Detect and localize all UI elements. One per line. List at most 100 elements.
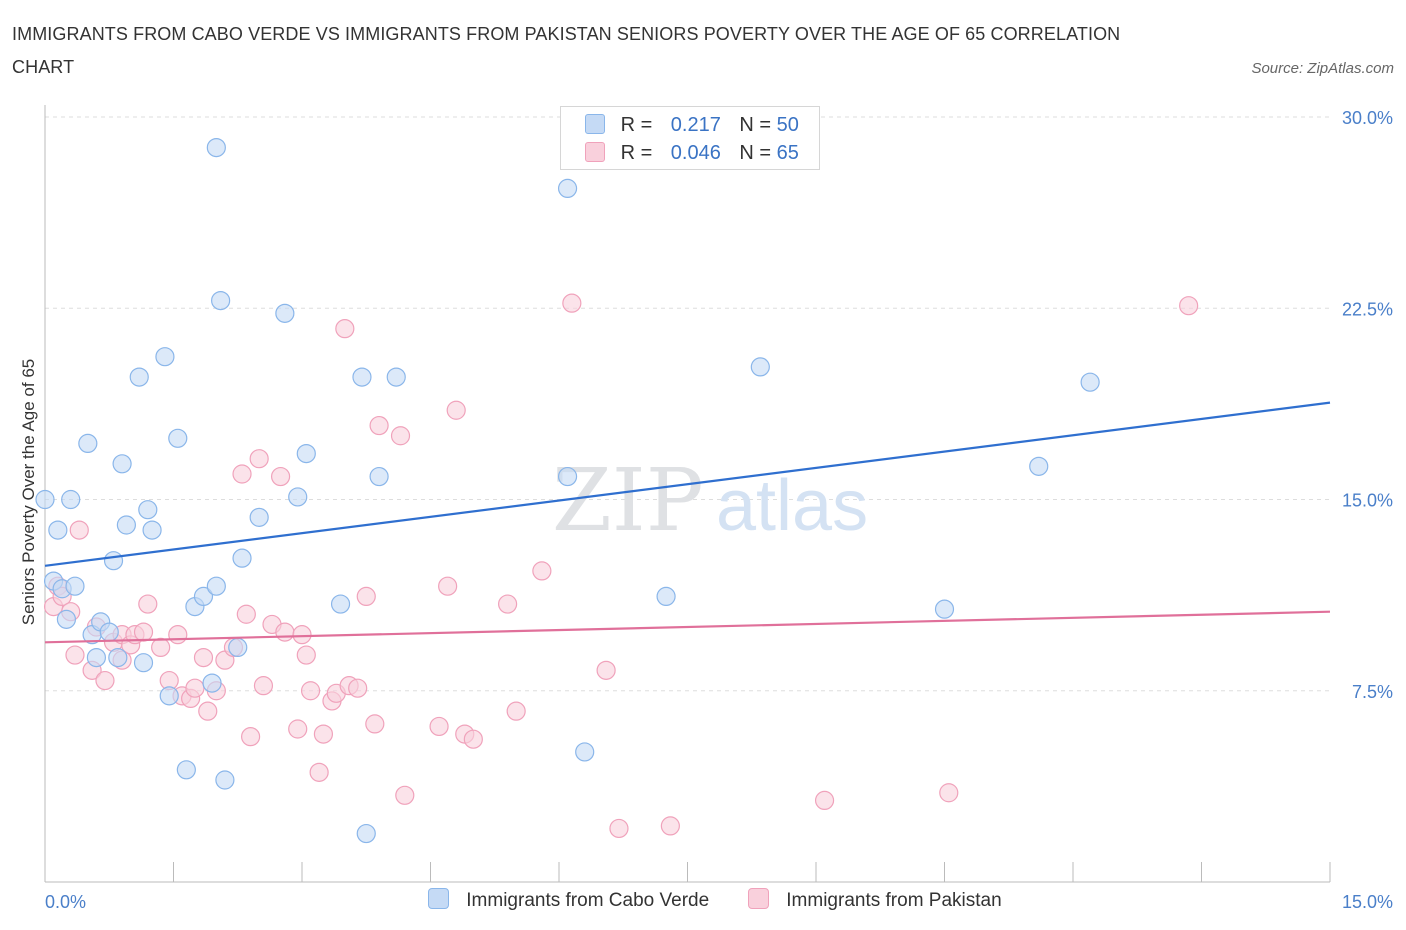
legend-r-value: 0.217 (670, 114, 721, 136)
point-pakistan (562, 293, 582, 313)
point-pakistan (296, 645, 316, 665)
point-pakistan (596, 660, 616, 680)
point-cabo-verde (193, 586, 214, 607)
point-cabo-verde (330, 594, 351, 614)
point-pakistan (270, 466, 291, 487)
point-cabo-verde (211, 291, 231, 311)
point-cabo-verde (215, 770, 235, 790)
point-pakistan (313, 724, 334, 744)
point-pakistan (365, 714, 385, 734)
point-pakistan (446, 400, 466, 420)
stats-legend: R = 0.217 N = 50 R = 0.046 N = 65 (560, 106, 820, 170)
y-tick-label: 30.0% (1342, 108, 1393, 128)
point-pakistan (395, 785, 415, 805)
point-pakistan (506, 701, 526, 721)
point-cabo-verde (1029, 456, 1049, 476)
point-cabo-verde (575, 742, 595, 762)
point-pakistan (275, 622, 295, 642)
point-pakistan (309, 762, 329, 782)
point-cabo-verde (133, 653, 154, 673)
point-pakistan (151, 637, 171, 658)
watermark-zip: ZIP (552, 451, 704, 551)
point-pakistan (463, 729, 483, 749)
point-cabo-verde (65, 576, 85, 596)
point-pakistan (232, 464, 252, 484)
point-pakistan (95, 670, 115, 691)
point-cabo-verde (228, 637, 248, 658)
watermark-atlas: atlas (716, 466, 868, 546)
trend-line-cabo-verde (44, 401, 1331, 567)
trend-lines (44, 401, 1331, 644)
point-cabo-verde (206, 576, 226, 596)
point-cabo-verde (656, 586, 676, 607)
point-pakistan (253, 676, 274, 696)
chart-title: IMMIGRANTS FROM CABO VERDE VS IMMIGRANTS… (12, 24, 1121, 77)
series-legend-pakistan[interactable]: Immigrants from Pakistan (748, 888, 1002, 912)
point-cabo-verde (1080, 372, 1100, 392)
point-cabo-verde (206, 138, 226, 158)
legend-row-cabo-verde: R = 0.217 N = 50 (585, 111, 799, 139)
point-pakistan (498, 594, 518, 614)
point-cabo-verde (159, 686, 179, 706)
point-cabo-verde (369, 466, 389, 487)
point-pakistan (429, 716, 449, 737)
point-cabo-verde (78, 433, 98, 453)
gridlines (45, 116, 1330, 692)
point-cabo-verde (61, 489, 81, 510)
point-pakistan (609, 818, 629, 839)
point-pakistan (532, 561, 552, 581)
point-cabo-verde (155, 347, 175, 367)
point-cabo-verde (202, 673, 222, 693)
point-cabo-verde (56, 609, 77, 629)
chart-source: Source: ZipAtlas.com (1251, 60, 1394, 77)
point-cabo-verde (108, 647, 128, 668)
point-pakistan (356, 586, 376, 607)
point-cabo-verde (296, 444, 316, 464)
x-tick-label-max: 15.0% (1342, 892, 1393, 912)
point-cabo-verde (386, 367, 406, 387)
point-pakistan (814, 790, 835, 811)
point-pakistan (292, 625, 312, 645)
y-tick-label: 15.0% (1342, 491, 1393, 511)
legend-n-label: N = (739, 114, 772, 136)
point-cabo-verde (35, 489, 55, 510)
point-cabo-verde (138, 500, 158, 520)
watermark: ZIP atlas (552, 451, 868, 551)
x-tick-label-min: 0.0% (45, 892, 86, 912)
series-label-pakistan: Immigrants from Pakistan (786, 890, 1002, 911)
point-pakistan (348, 678, 368, 698)
point-pakistan (185, 678, 205, 698)
point-pakistan (288, 719, 308, 739)
legend-n-value: 50 (776, 114, 799, 136)
y-tick-label: 7.5% (1352, 682, 1393, 702)
point-pakistan (300, 681, 321, 701)
point-cabo-verde (356, 823, 376, 844)
point-cabo-verde (103, 551, 124, 571)
point-pakistan (390, 426, 411, 446)
point-cabo-verde (275, 303, 295, 323)
legend-n-label: N = (739, 142, 772, 164)
point-cabo-verde (557, 466, 578, 487)
point-cabo-verde (557, 178, 578, 198)
point-cabo-verde (48, 520, 68, 540)
legend-r-label: R = (620, 142, 653, 164)
point-pakistan (369, 415, 389, 436)
series-swatch-pakistan (748, 888, 769, 909)
legend-swatch-cabo-verde (585, 114, 605, 134)
series-label-cabo-verde: Immigrants from Cabo Verde (466, 890, 710, 911)
point-pakistan (198, 701, 218, 721)
y-axis-label: Seniors Poverty Over the Age of 65 (19, 359, 38, 625)
point-cabo-verde (142, 520, 162, 540)
legend-n-value: 65 (776, 142, 799, 164)
legend-row-pakistan: R = 0.046 N = 65 (585, 139, 799, 167)
point-pakistan (438, 576, 458, 596)
point-pakistan (69, 520, 89, 540)
point-pakistan (193, 647, 214, 668)
series-legend-cabo-verde[interactable]: Immigrants from Cabo Verde (428, 888, 709, 912)
point-pakistan (249, 449, 269, 469)
point-pakistan (660, 816, 680, 836)
trend-line-pakistan (44, 610, 1331, 644)
point-pakistan (236, 604, 256, 624)
point-pakistan (168, 625, 188, 645)
